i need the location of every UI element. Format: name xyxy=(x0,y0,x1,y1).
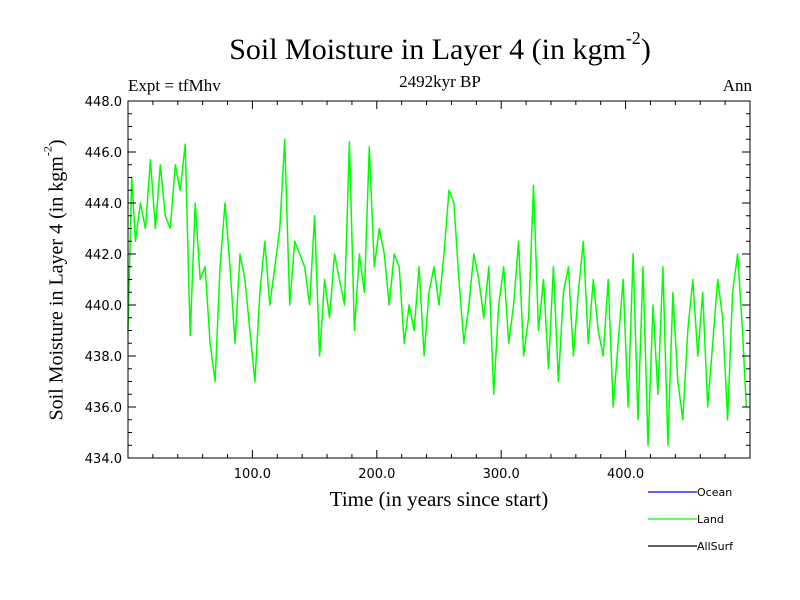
plot-layer xyxy=(127,138,748,447)
y-tick-label: 442.0 xyxy=(85,248,122,263)
x-axis-label: Time (in years since start) xyxy=(329,487,549,511)
y-tick-label: 446.0 xyxy=(85,146,122,161)
legend: Ocean Land AllSurf xyxy=(648,486,734,553)
chart-title-suffix: ) xyxy=(640,33,651,66)
experiment-label: Expt = tfMhv xyxy=(128,76,221,95)
series-line-land xyxy=(127,138,748,447)
chart-subtitle: 2492kyr BP xyxy=(399,72,481,91)
x-tick-label: 200.0 xyxy=(358,467,395,482)
y-tick-label: 440.0 xyxy=(85,299,122,314)
season-label: Ann xyxy=(722,76,752,95)
y-tick-label: 448.0 xyxy=(85,95,122,110)
tick-layer: 434.0 436.0 438.0 440.0 442.0 444.0 446.0 448.0… xyxy=(85,95,750,482)
y-tick-label: 434.0 xyxy=(85,452,122,467)
chart-title: Soil Moisture in Layer 4 (in kgm-2) xyxy=(0,28,800,67)
legend-label-ocean: Ocean xyxy=(697,486,732,499)
x-tick-label: 400.0 xyxy=(607,467,644,482)
plot-frame xyxy=(127,100,751,459)
y-tick-label: 436.0 xyxy=(85,401,122,416)
x-tick-label: 100.0 xyxy=(234,467,271,482)
chart-title-superscript: -2 xyxy=(625,28,641,48)
y-tick-label: 438.0 xyxy=(85,350,122,365)
y-tick-label: 444.0 xyxy=(85,197,122,212)
x-tick-label: 300.0 xyxy=(483,467,520,482)
legend-label-allsurf: AllSurf xyxy=(697,540,734,553)
legend-label-land: Land xyxy=(697,513,724,526)
chart-title-main: Soil Moisture in Layer 4 (in kgm xyxy=(229,33,626,66)
